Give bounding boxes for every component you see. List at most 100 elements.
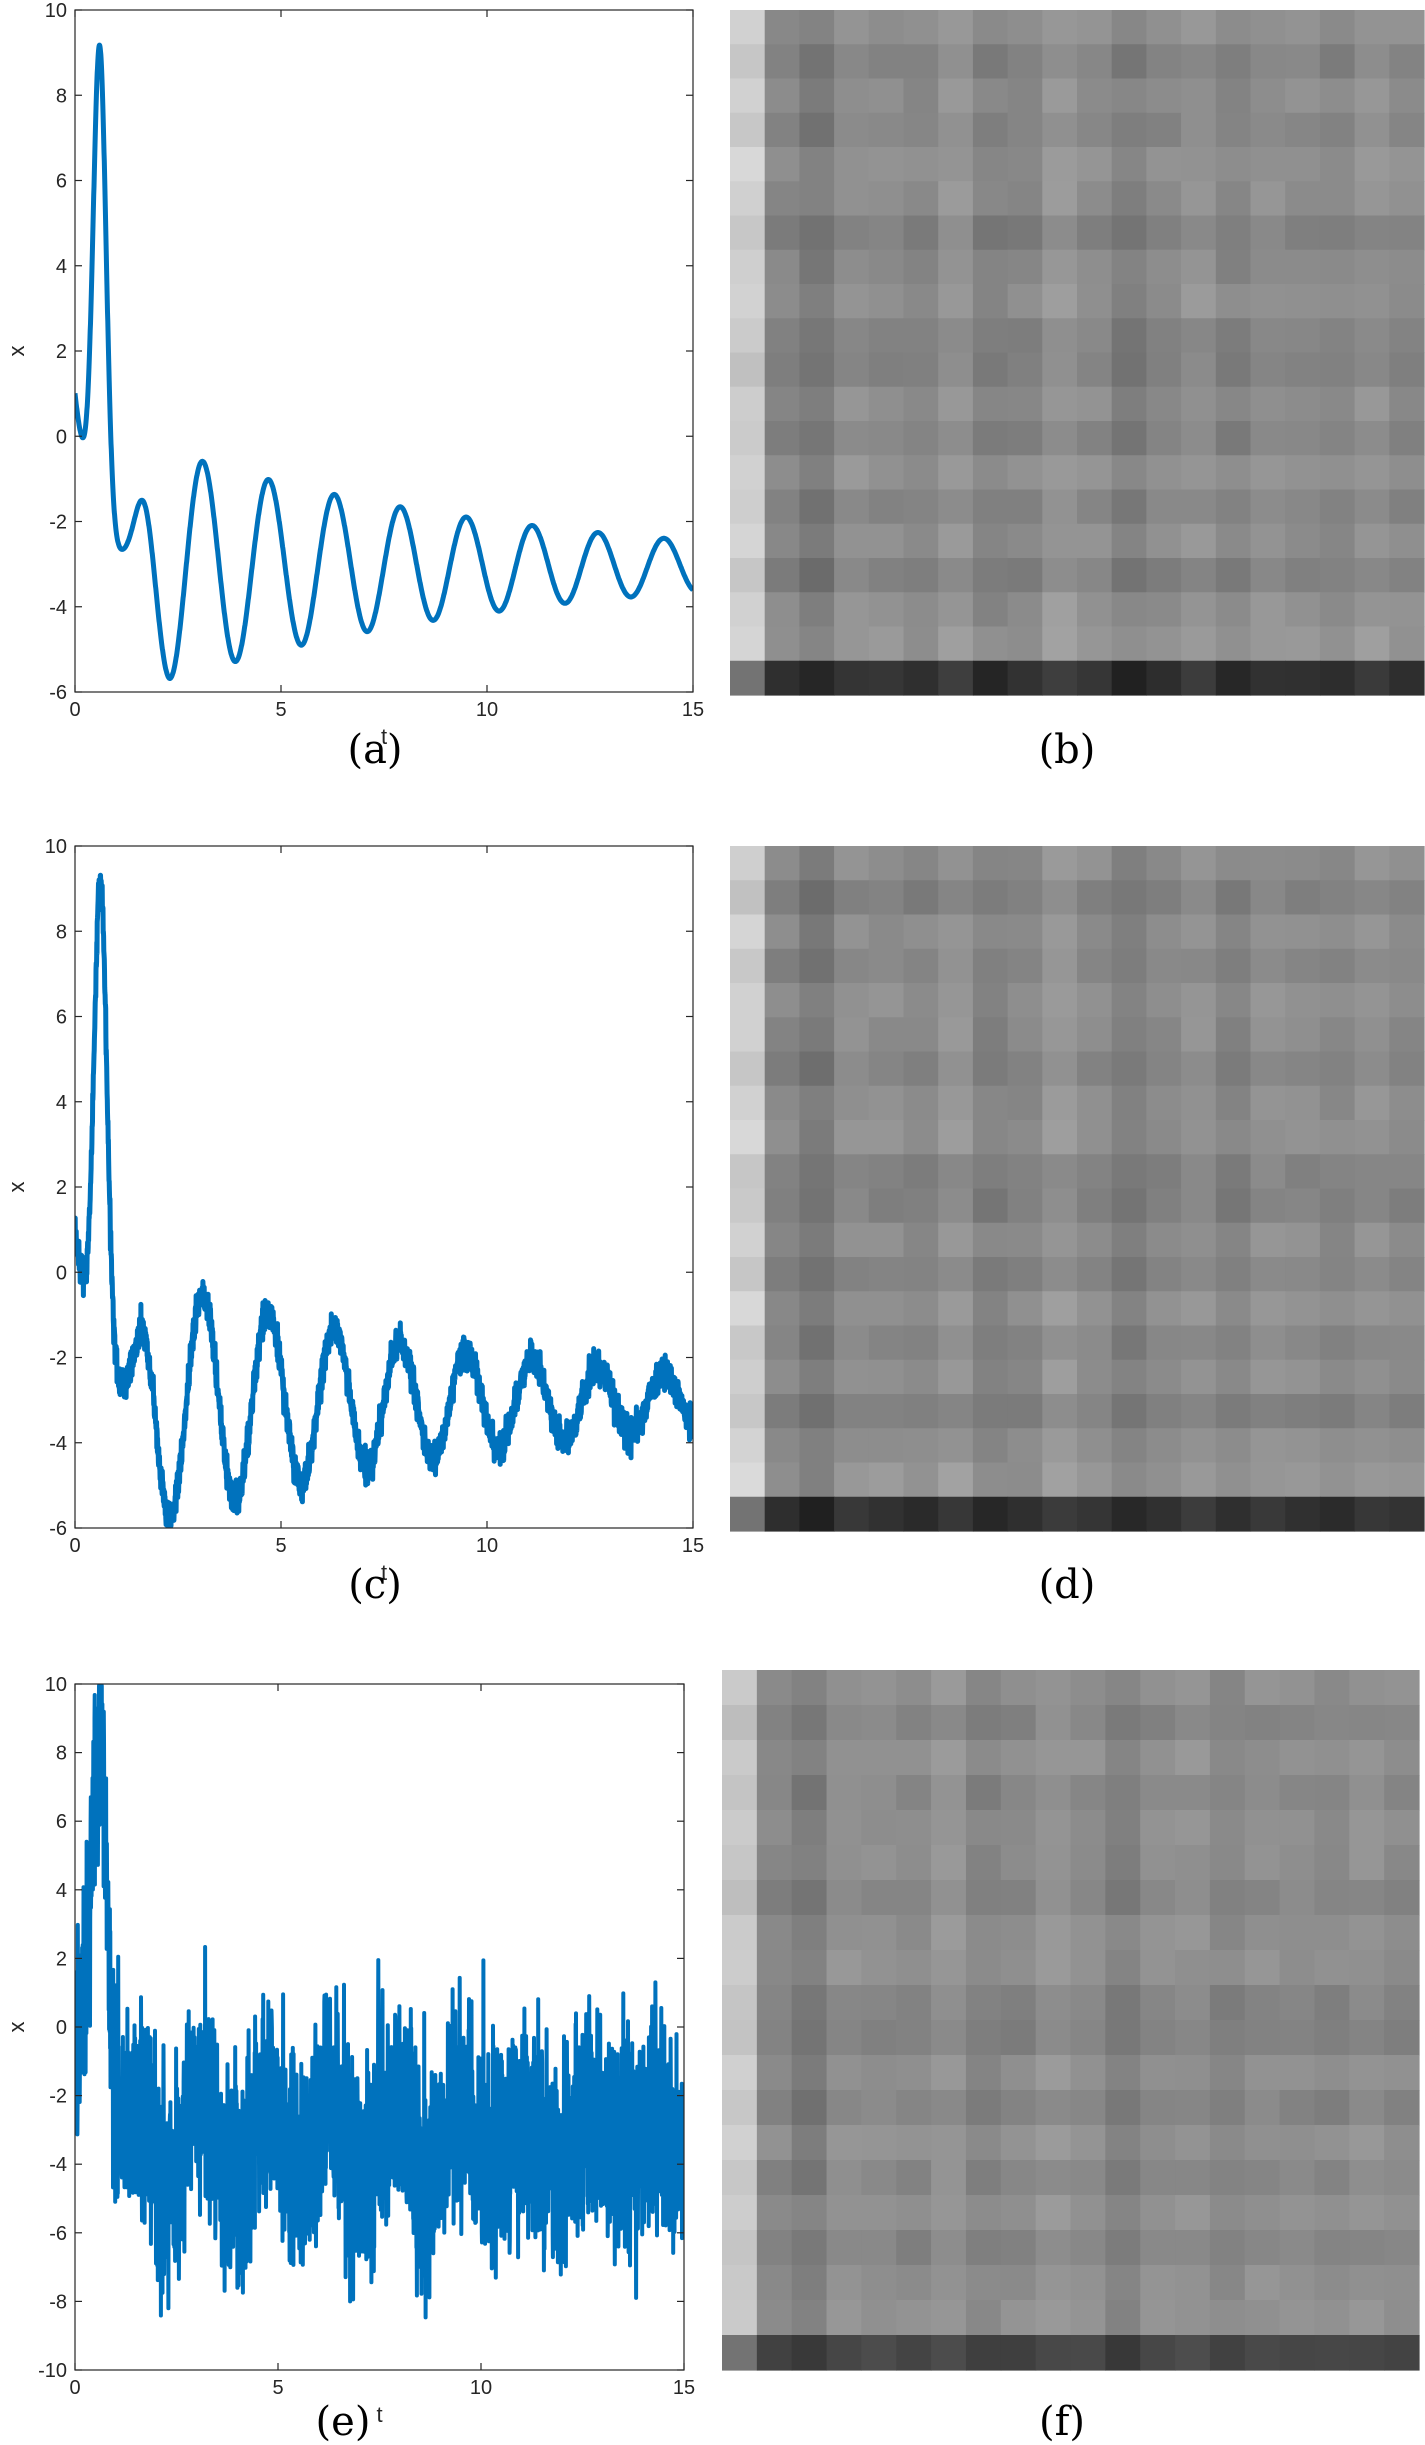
heatmap-cell — [938, 386, 974, 422]
heatmap-cell — [903, 948, 939, 984]
heatmap-cell — [1175, 1985, 1211, 2021]
heatmap-cell — [1250, 846, 1286, 881]
heatmap-cell — [1354, 846, 1390, 881]
heatmap-cell — [791, 2125, 828, 2161]
heatmap-cell — [1285, 1017, 1321, 1053]
heatmap-cell — [1181, 592, 1217, 628]
heatmap-cell — [834, 421, 870, 456]
y-tick-label: 10 — [45, 1674, 67, 1696]
heatmap-cell — [1077, 284, 1113, 319]
heatmap-cell — [903, 318, 939, 354]
heatmap-cell — [1285, 1051, 1321, 1087]
heatmap-cell — [791, 1845, 828, 1881]
heatmap-cell — [1111, 421, 1147, 456]
heatmap-cell — [1354, 558, 1390, 593]
heatmap-cell — [1319, 215, 1356, 251]
heatmap-cell — [938, 660, 974, 696]
heatmap-cell — [931, 1670, 967, 1706]
heatmap-cell — [1244, 1670, 1281, 1706]
heatmap-cell — [1250, 421, 1286, 456]
heatmap-cell — [965, 1705, 1002, 1741]
heatmap-cell — [764, 284, 800, 319]
heatmap-cell — [896, 1775, 932, 1811]
x-tick-label: 10 — [476, 1535, 498, 1557]
heatmap-cell — [764, 386, 800, 422]
heatmap-cell — [1314, 2230, 1350, 2266]
y-tick-label: 6 — [56, 1007, 67, 1029]
heatmap-cell — [1319, 1051, 1356, 1087]
heatmap-cell — [1035, 1775, 1072, 1811]
x-tick-label: 5 — [272, 2377, 283, 2399]
heatmap-cell — [1319, 386, 1356, 422]
heatmap-cell — [1007, 1051, 1043, 1087]
heatmap-cell — [1181, 880, 1217, 916]
heatmap-cell — [764, 1051, 800, 1087]
heatmap-cell — [1389, 1188, 1425, 1224]
heatmap-cell — [1319, 1017, 1356, 1053]
heatmap-cell — [1007, 1325, 1043, 1361]
heatmap-cell — [756, 2020, 793, 2056]
heatmap-cell — [938, 592, 974, 628]
heatmap-cell — [834, 1428, 870, 1464]
heatmap-cell — [903, 1051, 939, 1087]
heatmap-cell — [1285, 147, 1321, 182]
heatmap-cell — [1215, 1051, 1252, 1087]
heatmap-cell — [903, 112, 939, 148]
heatmap-cell — [965, 1845, 1002, 1881]
heatmap-cell — [730, 1428, 766, 1464]
heatmap-cell — [730, 1462, 766, 1498]
heatmap-cell — [1077, 1291, 1113, 1327]
heatmap-cell — [1000, 2090, 1037, 2126]
heatmap-cell — [1279, 1915, 1316, 1951]
heatmap-cell — [896, 1670, 932, 1706]
heatmap-cell — [1354, 1051, 1390, 1087]
x-axis-label: t — [376, 2402, 382, 2427]
heatmap-cell — [799, 249, 835, 285]
heatmap-cell — [1000, 1985, 1037, 2021]
heatmap-cell — [1181, 10, 1217, 45]
heatmap-cell — [799, 215, 835, 251]
heatmap-cell — [1070, 1985, 1106, 2021]
heatmap-cell — [972, 1428, 1009, 1464]
x-tick-label: 0 — [69, 2377, 80, 2399]
heatmap-cell — [1042, 147, 1078, 182]
heatmap-cell — [826, 2230, 862, 2266]
heatmap-cell — [868, 284, 905, 319]
heatmap-cell — [972, 626, 1009, 662]
heatmap-cell — [1384, 2335, 1420, 2371]
heatmap-cell — [764, 626, 800, 662]
heatmap-cell — [756, 1915, 793, 1951]
heatmap-cell — [1007, 44, 1043, 80]
heatmap-cell — [1389, 284, 1425, 319]
heatmap-cell — [1000, 1775, 1037, 1811]
heatmap-cell — [1077, 1359, 1113, 1395]
heatmap-cell — [931, 2300, 967, 2336]
heatmap-cell — [1070, 1880, 1106, 1916]
heatmap-cell — [938, 523, 974, 559]
heatmap-cell — [1285, 1120, 1321, 1155]
heatmap-cell — [1146, 1496, 1182, 1532]
heatmap-cell — [1111, 1188, 1147, 1224]
heatmap-cell — [730, 948, 766, 984]
heatmap-cell — [938, 1188, 974, 1224]
heatmap-cell — [1007, 318, 1043, 354]
heatmap-cell — [1181, 112, 1217, 148]
heatmap-cell — [756, 2160, 793, 2196]
heatmap-cell — [931, 2160, 967, 2196]
heatmap-cell — [756, 1670, 793, 1706]
heatmap-cell — [1389, 846, 1425, 881]
heatmap-cell — [722, 2300, 758, 2336]
x-tick-label: 15 — [682, 699, 704, 721]
heatmap-cell — [826, 1950, 862, 1986]
heatmap-cell — [1175, 2230, 1211, 2266]
y-tick-label: -4 — [49, 1433, 67, 1455]
heatmap-cell — [972, 592, 1009, 628]
heatmap-cell — [896, 2195, 932, 2231]
heatmap-cell — [1354, 1496, 1390, 1532]
heatmap-cell — [834, 558, 870, 593]
heatmap-cell — [1250, 660, 1286, 696]
heatmap-cell — [1285, 1154, 1321, 1190]
y-tick-label: 4 — [56, 256, 67, 278]
heatmap-cell — [1007, 1462, 1043, 1498]
heatmap-cell — [1215, 489, 1252, 525]
